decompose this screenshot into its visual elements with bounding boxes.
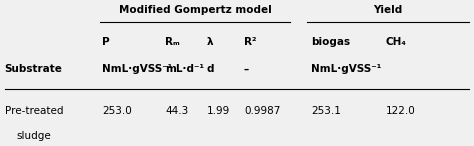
Text: Yield: Yield: [374, 5, 402, 15]
Text: 1.99: 1.99: [207, 106, 230, 116]
Text: 0.9987: 0.9987: [244, 106, 280, 116]
Text: 253.1: 253.1: [311, 106, 341, 116]
Text: mL·d⁻¹: mL·d⁻¹: [165, 64, 204, 74]
Text: NmL·gVSS⁻¹: NmL·gVSS⁻¹: [102, 64, 173, 74]
Text: biogas: biogas: [311, 37, 350, 47]
Text: 44.3: 44.3: [165, 106, 188, 116]
Text: R²: R²: [244, 37, 256, 47]
Text: Modified Gompertz model: Modified Gompertz model: [119, 5, 272, 15]
Text: d: d: [207, 64, 214, 74]
Text: –: –: [244, 64, 249, 74]
Text: 122.0: 122.0: [386, 106, 415, 116]
Text: Substrate: Substrate: [5, 64, 63, 74]
Text: λ: λ: [207, 37, 213, 47]
Text: sludge: sludge: [16, 131, 51, 141]
Text: 253.0: 253.0: [102, 106, 132, 116]
Text: P: P: [102, 37, 110, 47]
Text: CH₄: CH₄: [386, 37, 407, 47]
Text: NmL·gVSS⁻¹: NmL·gVSS⁻¹: [311, 64, 382, 74]
Text: Rₘ: Rₘ: [165, 37, 180, 47]
Text: Pre-treated: Pre-treated: [5, 106, 63, 116]
